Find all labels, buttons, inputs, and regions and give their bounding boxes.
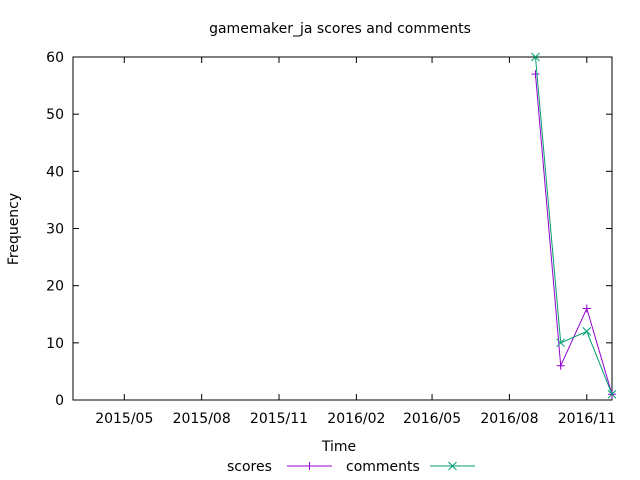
data-point xyxy=(556,361,565,370)
series-layer xyxy=(531,52,617,399)
legend-item-scores: scores xyxy=(227,459,332,475)
x-tick-label: 2016/08 xyxy=(480,411,538,427)
series-line xyxy=(534,56,613,395)
data-point xyxy=(607,389,617,399)
data-point xyxy=(305,462,314,470)
x-axis-label: Time xyxy=(321,439,356,455)
y-tick-label: 50 xyxy=(46,107,64,123)
data-point xyxy=(556,338,566,348)
x-tick-label: 2016/05 xyxy=(403,411,461,427)
y-tick-label: 0 xyxy=(55,393,64,409)
x-axis: 2015/05 2015/08 2015/11 2016/02 2016/05 2016/… xyxy=(95,57,616,427)
data-point xyxy=(531,52,540,62)
y-axis-label: Frequency xyxy=(6,193,22,265)
x-tick-label: 2015/08 xyxy=(173,411,231,427)
y-tick-label: 40 xyxy=(46,164,64,180)
data-point xyxy=(582,327,592,336)
series-comments xyxy=(531,52,617,399)
data-point xyxy=(582,304,591,313)
series-line xyxy=(534,74,613,395)
legend-label: comments xyxy=(346,459,420,475)
y-tick-label: 10 xyxy=(46,336,64,352)
x-tick-label: 2016/02 xyxy=(327,411,385,427)
x-tick-label: 2015/11 xyxy=(250,411,308,427)
legend-label: scores xyxy=(227,459,272,475)
data-point xyxy=(448,461,457,471)
chart-title: gamemaker_ja scores and comments xyxy=(209,21,471,37)
y-tick-label: 60 xyxy=(46,50,64,66)
series-scores xyxy=(531,70,616,399)
plot-frame xyxy=(72,56,613,401)
y-tick-label: 20 xyxy=(46,279,64,295)
data-point xyxy=(531,70,540,79)
y-tick-label: 30 xyxy=(46,222,64,238)
x-tick-label: 2015/05 xyxy=(95,411,153,427)
legend: scores comments xyxy=(227,459,475,475)
y-axis: 0 10 20 30 40 50 60 xyxy=(46,50,612,409)
legend-item-comments: comments xyxy=(346,459,475,475)
x-tick-label: 2016/11 xyxy=(558,411,616,427)
